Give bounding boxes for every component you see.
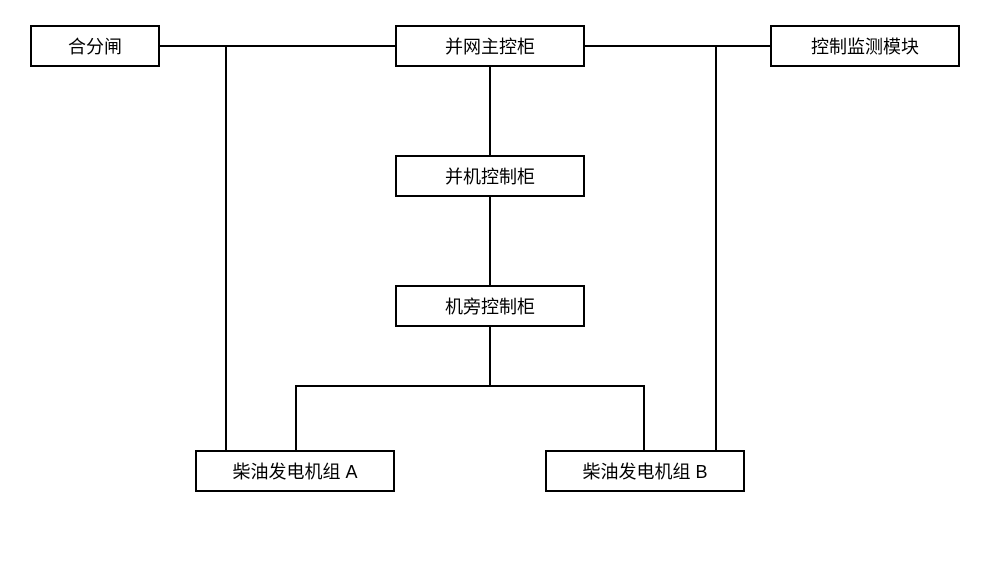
edge-branch-b (643, 385, 645, 450)
edge-left-vertical (225, 45, 227, 450)
node-genset-a: 柴油发电机组 A (195, 450, 395, 492)
node-switch: 合分闸 (30, 25, 160, 67)
edge-side-down (489, 327, 491, 387)
node-side-control: 机旁控制柜 (395, 285, 585, 327)
node-switch-label: 合分闸 (68, 33, 122, 59)
edge-branch-horizontal (295, 385, 645, 387)
node-main-control-label: 并网主控柜 (445, 33, 535, 59)
node-main-control: 并网主控柜 (395, 25, 585, 67)
edge-main-monitor (585, 45, 770, 47)
node-genset-b: 柴油发电机组 B (545, 450, 745, 492)
node-genset-a-label: 柴油发电机组 A (232, 458, 357, 484)
edge-branch-a (295, 385, 297, 450)
node-side-control-label: 机旁控制柜 (445, 293, 535, 319)
edge-main-parallel (489, 67, 491, 155)
node-parallel-control-label: 并机控制柜 (445, 163, 535, 189)
node-parallel-control: 并机控制柜 (395, 155, 585, 197)
node-monitor: 控制监测模块 (770, 25, 960, 67)
edge-parallel-side (489, 197, 491, 285)
node-genset-b-label: 柴油发电机组 B (582, 458, 707, 484)
edge-right-vertical (715, 45, 717, 450)
edge-switch-main (160, 45, 395, 47)
node-monitor-label: 控制监测模块 (811, 33, 919, 59)
